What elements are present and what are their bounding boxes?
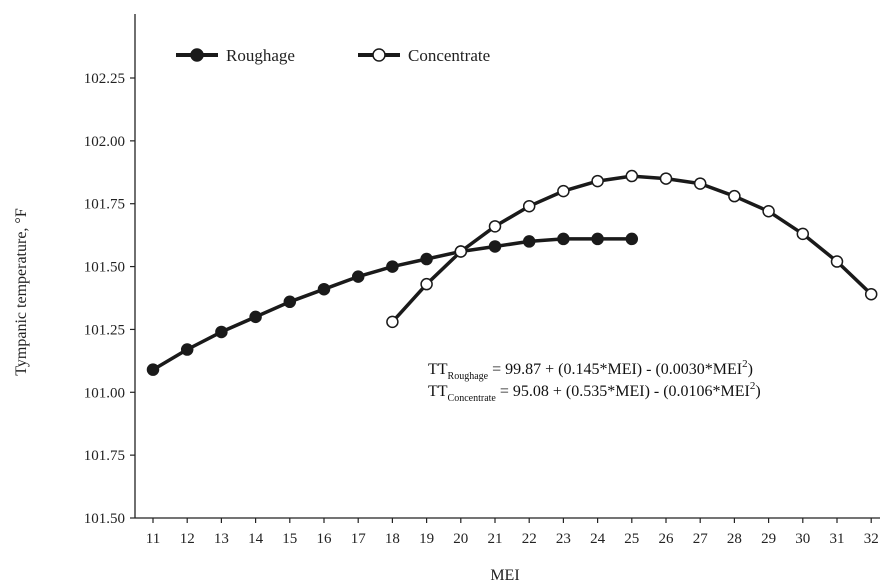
x-axis-ticks: 11 12 13 14 15 16 17 18 19 20 21 22 23 24 25 26 27 28 29 30…: [146, 518, 879, 547]
data-point-roughage: [283, 295, 297, 309]
data-point-concentrate: [488, 220, 502, 233]
data-point-concentrate: [591, 174, 604, 188]
x-tick-label: 28: [727, 531, 742, 547]
equation-concentrate-subscript: Concentrate: [448, 393, 497, 404]
data-point-concentrate: [728, 189, 741, 203]
equation-roughage-rhs: = 99.87 + (0.145*MEI) - (0.0030*MEI: [488, 361, 742, 378]
data-point-roughage: [180, 343, 194, 356]
y-tick-label: 101.50: [84, 260, 125, 276]
x-tick-label: 20: [453, 531, 468, 547]
legend-marker-roughage: [190, 48, 204, 62]
equation-concentrate-lhs: TT: [428, 383, 448, 400]
x-tick-label: 25: [624, 531, 639, 547]
series-layer: [146, 169, 878, 376]
equation-concentrate-superscript: 2: [750, 380, 756, 392]
legend-marker-concentrate: [372, 48, 386, 62]
series-roughage: [146, 232, 639, 376]
data-point-concentrate: [693, 177, 707, 190]
legend-label-concentrate: Concentrate: [408, 46, 490, 65]
legend-item-concentrate: Concentrate: [358, 46, 490, 65]
y-tick-label: 101.75: [84, 197, 125, 213]
series-concentrate: [386, 169, 878, 329]
data-point-roughage: [317, 282, 331, 296]
data-point-roughage: [249, 310, 262, 324]
data-point-roughage: [215, 325, 228, 339]
x-tick-label: 22: [522, 531, 537, 547]
equation-concentrate-close: ): [755, 383, 760, 400]
series-line-roughage: [152, 237, 632, 372]
legend-item-roughage: Roughage: [176, 46, 295, 65]
x-tick-label: 27: [693, 531, 709, 547]
x-tick-label: 26: [659, 531, 675, 547]
data-point-roughage: [557, 232, 570, 246]
legend-label-roughage: Roughage: [226, 46, 295, 65]
y-tick-label: 101.50: [84, 511, 125, 527]
x-tick-label: 32: [864, 531, 879, 547]
data-point-roughage: [591, 232, 604, 246]
data-point-roughage: [420, 252, 433, 266]
x-axis-title: MEI: [490, 567, 519, 584]
equations: TTRoughage = 99.87 + (0.145*MEI) - (0.00…: [428, 358, 761, 404]
data-point-concentrate: [762, 205, 775, 218]
data-point-concentrate: [864, 287, 878, 301]
x-tick-label: 15: [282, 531, 297, 547]
x-tick-label: 30: [795, 531, 810, 547]
y-tick-label: 101.25: [84, 322, 125, 338]
y-tick-label: 101.00: [84, 385, 125, 401]
equation-roughage-subscript: Roughage: [448, 371, 489, 382]
data-point-roughage: [522, 235, 536, 248]
axes: [134, 14, 880, 519]
data-point-roughage: [625, 232, 639, 246]
y-axis-title: Tympanic temperature, °F: [13, 208, 30, 376]
x-tick-label: 11: [146, 531, 160, 547]
x-tick-label: 18: [385, 531, 400, 547]
equation-concentrate-rhs: = 95.08 + (0.535*MEI) - (0.0106*MEI: [496, 383, 750, 400]
x-tick-label: 12: [180, 531, 195, 547]
y-tick-label: 102.00: [84, 134, 125, 150]
x-tick-label: 31: [830, 531, 845, 547]
equation-concentrate: TTConcentrate = 95.08 + (0.535*MEI) - (0…: [428, 380, 761, 404]
data-point-concentrate: [830, 255, 844, 268]
x-tick-label: 14: [248, 531, 264, 547]
data-point-concentrate: [420, 277, 433, 291]
x-tick-label: 21: [488, 531, 503, 547]
data-point-concentrate: [625, 169, 639, 183]
equation-roughage-close: ): [748, 361, 753, 378]
x-tick-label: 13: [214, 531, 229, 547]
x-tick-label: 29: [761, 531, 776, 547]
legend: Roughage Concentrate: [176, 46, 490, 65]
x-tick-label: 23: [556, 531, 571, 547]
equation-roughage: TTRoughage = 99.87 + (0.145*MEI) - (0.00…: [428, 358, 753, 382]
y-tick-label: 102.25: [84, 71, 125, 87]
data-point-roughage: [146, 363, 160, 376]
data-point-roughage: [488, 240, 502, 253]
data-point-concentrate: [659, 172, 673, 185]
equation-roughage-lhs: TT: [428, 361, 448, 378]
data-point-concentrate: [557, 184, 570, 198]
x-tick-label: 19: [419, 531, 434, 547]
data-point-concentrate: [454, 245, 468, 258]
data-point-roughage: [351, 270, 365, 283]
data-point-roughage: [386, 260, 399, 273]
x-tick-label: 24: [590, 531, 606, 547]
data-point-concentrate: [796, 227, 810, 241]
data-point-concentrate: [386, 315, 399, 329]
data-point-concentrate: [522, 199, 536, 213]
equation-roughage-superscript: 2: [742, 358, 748, 370]
x-tick-label: 17: [351, 531, 367, 547]
y-tick-label: 101.75: [84, 448, 125, 464]
x-tick-label: 16: [317, 531, 333, 547]
y-axis-ticks: 101.50 101.75 101.00 101.25 101.50 101.75 102.…: [84, 71, 135, 527]
